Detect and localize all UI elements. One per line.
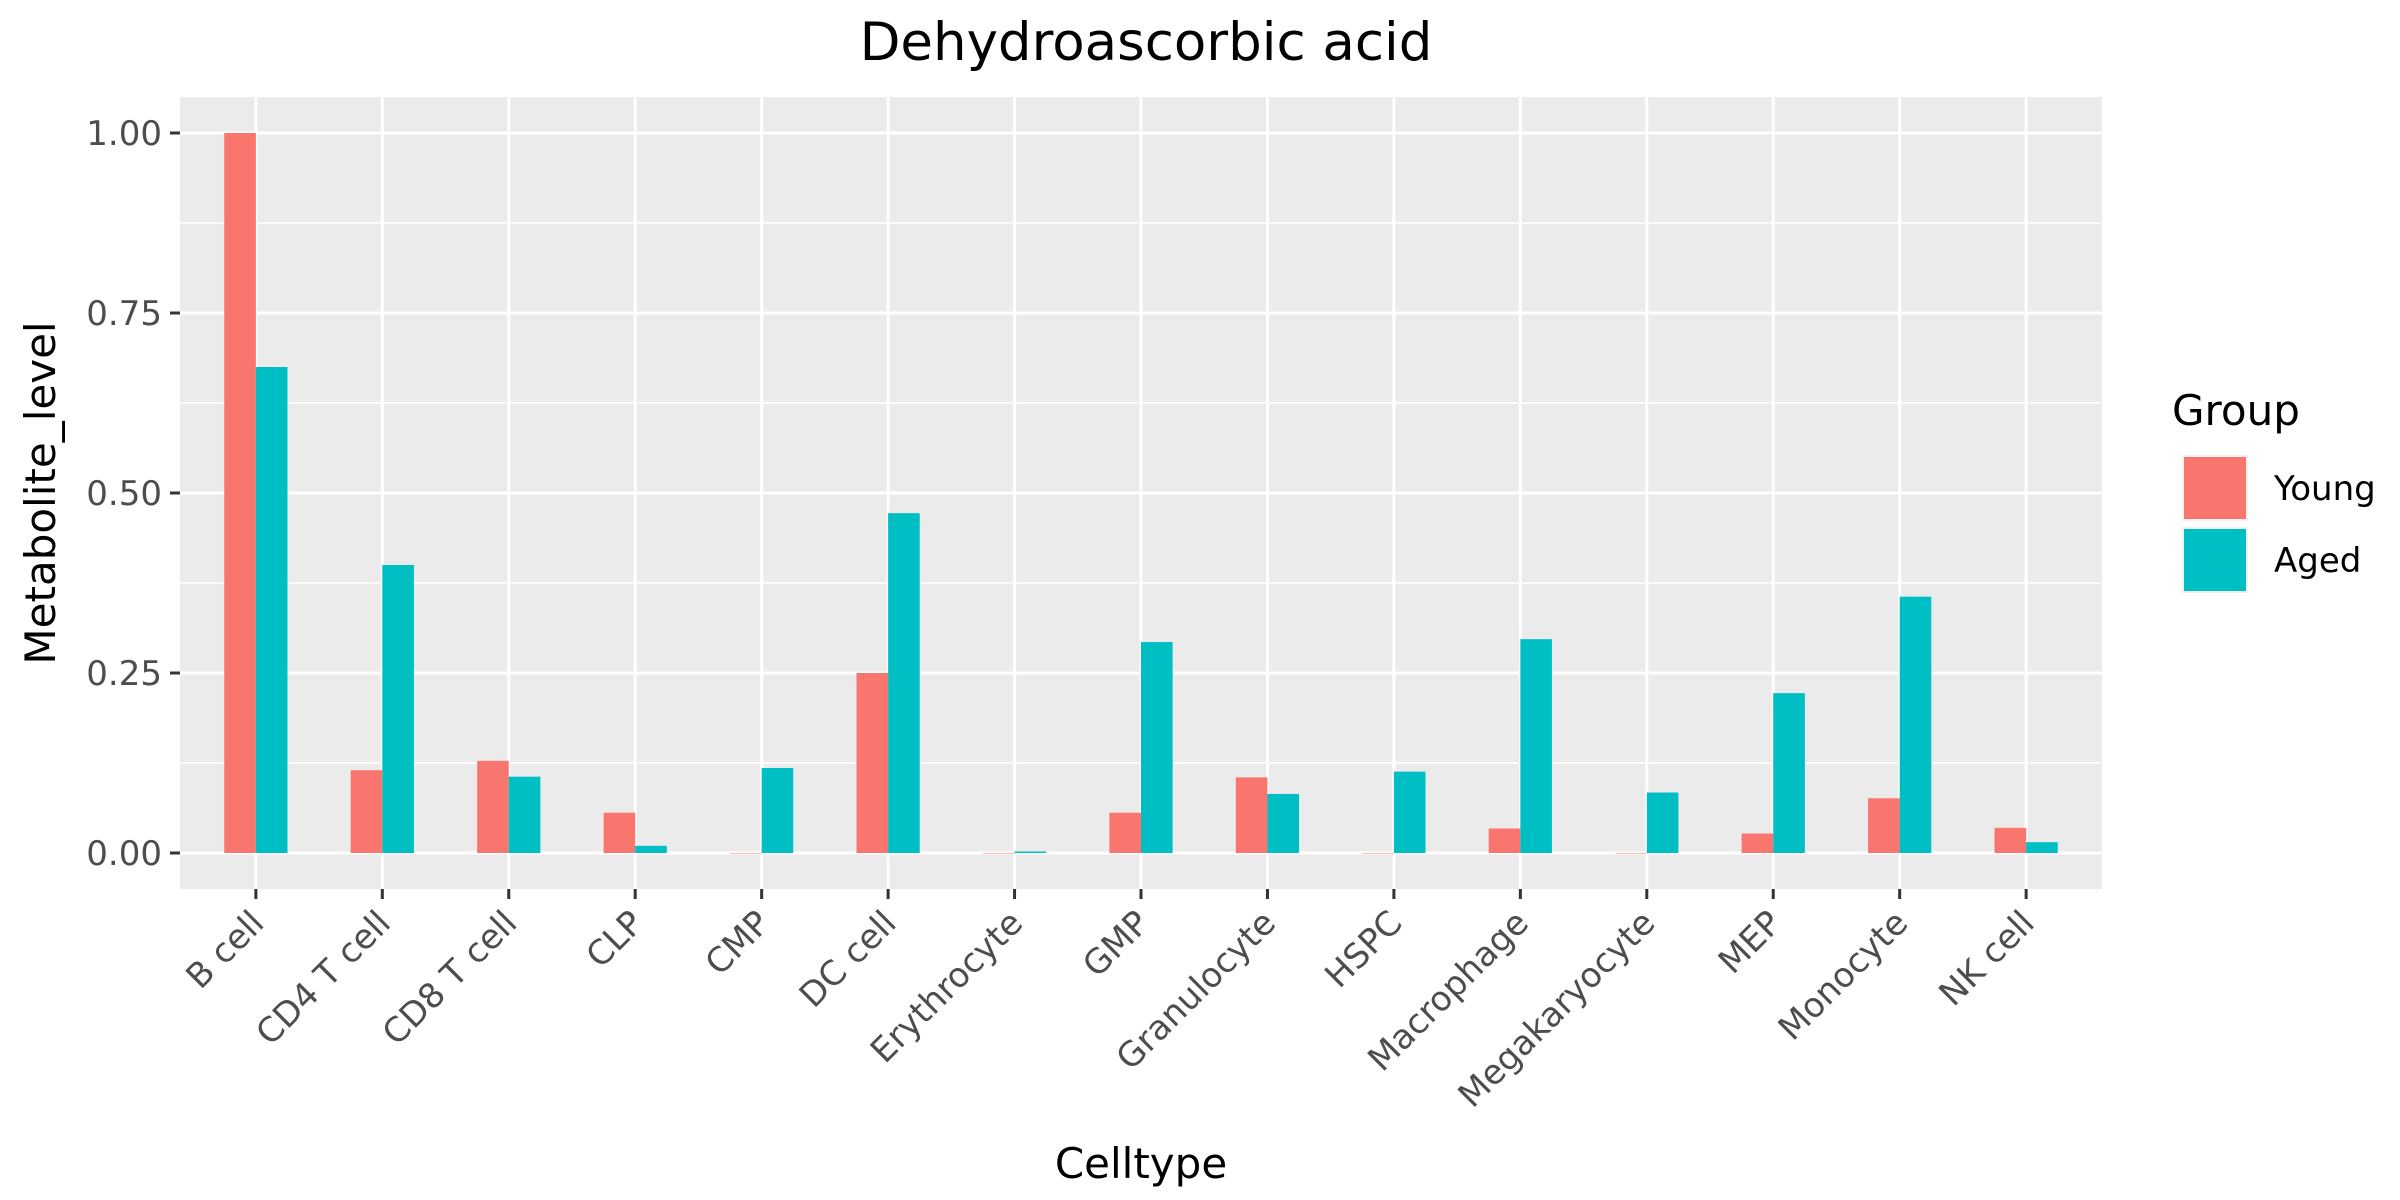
bar-aged-cd4-t-cell — [382, 565, 414, 853]
bar-aged-b-cell — [255, 367, 288, 853]
bar-young-clp — [603, 812, 636, 853]
bar-young-gmp — [1109, 812, 1141, 853]
bar-aged-megakaryocyte — [1646, 792, 1679, 853]
y-tick-label: 0.00 — [86, 834, 162, 874]
legend: Group Young Aged — [2172, 386, 2376, 593]
y-tick-label: 0.25 — [86, 654, 162, 694]
bar-aged-granulocyte — [1267, 793, 1300, 853]
x-tick-label: NK cell — [1931, 903, 2042, 1014]
bar-young-dc-cell — [856, 673, 889, 853]
x-tick-label: CLP — [579, 903, 652, 976]
x-tick-label: CMP — [698, 903, 778, 983]
bar-aged-gmp — [1141, 642, 1173, 853]
y-axis-title: Metabolite_level — [16, 321, 65, 664]
x-tick-label: CD4 T cell — [248, 903, 398, 1053]
x-axis-title: Celltype — [1055, 1139, 1227, 1188]
bar-aged-clp — [635, 845, 667, 853]
bar-young-mep — [1741, 833, 1774, 853]
x-tick-label: B cell — [178, 903, 272, 997]
bar-aged-cd8-t-cell — [508, 776, 541, 853]
bar-young-erythrocyte — [982, 853, 1015, 854]
x-tick-label: Monocyte — [1771, 903, 1916, 1048]
y-tick-label: 0.50 — [86, 474, 162, 514]
bar-young-granulocyte — [1235, 777, 1268, 853]
x-tick-label: GMP — [1075, 903, 1157, 985]
chart-title: Dehydroascorbic acid — [860, 12, 1433, 73]
bar-aged-nk-cell — [2026, 842, 2058, 853]
bar-young-cd8-t-cell — [477, 760, 509, 853]
bar-aged-mep — [1773, 693, 1805, 853]
legend-label-aged: Aged — [2274, 541, 2361, 581]
x-tick-label: HSPC — [1317, 903, 1410, 996]
bar-young-hspc — [1362, 853, 1394, 854]
legend-swatch-aged — [2184, 529, 2246, 591]
bar-aged-macrophage — [1520, 639, 1552, 853]
bar-young-macrophage — [1488, 828, 1521, 853]
bar-aged-erythrocyte — [1014, 851, 1047, 853]
y-tick-label: 0.75 — [86, 294, 162, 334]
bar-young-monocyte — [1868, 798, 1900, 853]
legend-label-young: Young — [2273, 469, 2376, 509]
legend-title: Group — [2172, 386, 2300, 435]
x-tick-label: DC cell — [792, 903, 905, 1016]
bar-young-cd4-t-cell — [350, 770, 383, 853]
y-axis: 0.00 0.25 0.50 0.75 1.00 — [86, 114, 180, 874]
bars-layer — [224, 133, 2058, 854]
bar-aged-hspc — [1393, 771, 1426, 853]
bar-young-b-cell — [224, 133, 256, 853]
bar-young-cmp — [730, 853, 762, 854]
bar-aged-cmp — [761, 768, 794, 853]
bar-aged-dc-cell — [888, 513, 920, 853]
x-tick-label: MEP — [1711, 903, 1790, 982]
bar-young-nk-cell — [1994, 827, 2027, 853]
y-tick-label: 1.00 — [86, 114, 162, 154]
bar-young-megakaryocyte — [1615, 853, 1647, 854]
x-tick-label: CD8 T cell — [375, 903, 525, 1053]
bar-aged-monocyte — [1899, 596, 1932, 853]
legend-swatch-young — [2184, 457, 2246, 519]
